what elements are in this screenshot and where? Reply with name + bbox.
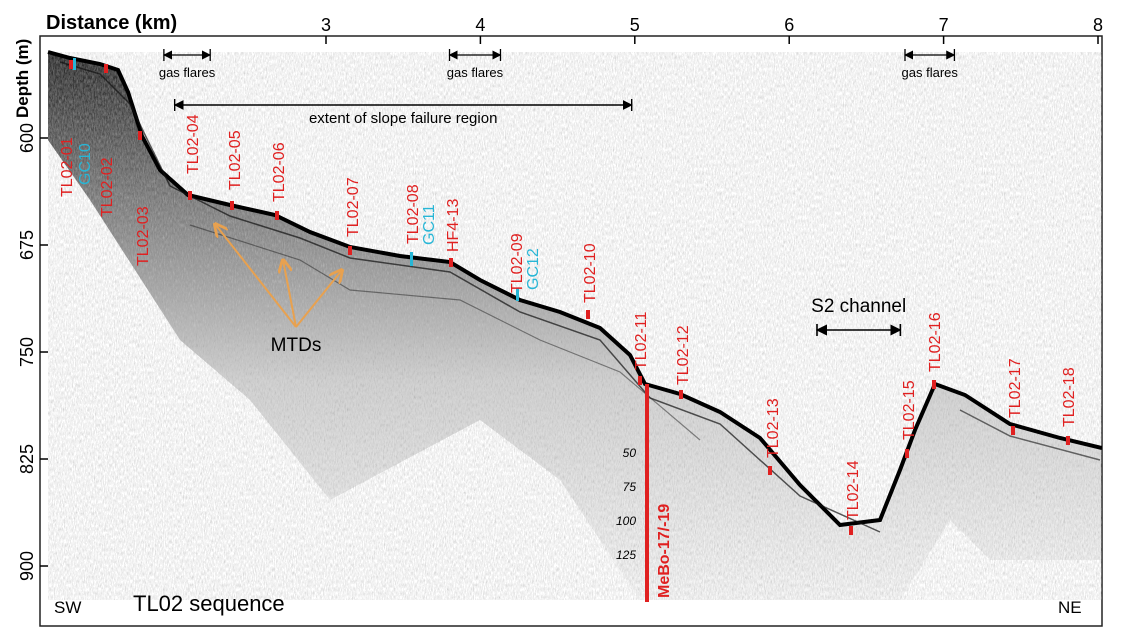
y-axis-ticks: 600 675 750 825 900 <box>17 123 48 581</box>
x-axis-title: Distance (km) <box>46 12 177 34</box>
gas-flare-annotations: gas flares gas flares gas flares <box>159 49 959 80</box>
core-label: HF4-13 <box>445 199 462 252</box>
slope-failure-extent: extent of slope failure region <box>173 99 633 127</box>
s2-channel-label: S2 channel <box>811 296 906 317</box>
s2-channel-annotation: S2 channel <box>811 296 906 336</box>
y-tick-label: 675 <box>17 230 37 260</box>
y-axis-title: Depth (m) <box>13 39 32 118</box>
mebo-drill-core: MeBo-17/-19 50 75 100 125 <box>616 384 673 602</box>
core-label: GC11 <box>421 204 438 245</box>
core-label: TL02-11 <box>633 311 650 370</box>
core-label: TL02-09 <box>509 233 526 293</box>
core-labels: TL02-01 GC10 TL02-02 TL02-03 TL02-04 TL0… <box>59 114 1078 520</box>
direction-sw-label: SW <box>54 598 81 617</box>
core-label: TL02-13 <box>765 398 782 458</box>
mebo-depth-tick: 50 <box>623 446 637 460</box>
x-tick-label: 7 <box>939 15 949 35</box>
core-label: TL02-15 <box>901 380 918 440</box>
gas-flare-label: gas flares <box>902 65 959 80</box>
core-label: TL02-12 <box>675 325 692 385</box>
seismic-section <box>47 50 1102 600</box>
y-tick-label: 750 <box>17 337 37 367</box>
core-label: TL02-04 <box>185 114 202 174</box>
x-tick-label: 6 <box>784 15 794 35</box>
gas-flare-label: gas flares <box>447 65 504 80</box>
core-label: TL02-14 <box>845 460 862 520</box>
x-axis-ticks: 3 4 5 6 7 8 <box>321 15 1103 44</box>
x-tick-label: 5 <box>630 15 640 35</box>
direction-ne-label: NE <box>1058 598 1082 617</box>
core-label: TL02-01 <box>59 137 76 197</box>
y-tick-label: 900 <box>17 551 37 581</box>
y-tick-label: 600 <box>17 123 37 153</box>
gas-flare-label: gas flares <box>159 65 216 80</box>
core-label: TL02-07 <box>345 177 362 237</box>
core-label: TL02-16 <box>927 312 944 372</box>
x-tick-label: 4 <box>475 15 485 35</box>
core-label: GC10 <box>77 143 94 185</box>
seafloor-reflector <box>47 50 1102 528</box>
mtd-annotation: MTDs <box>215 224 342 356</box>
core-label: TL02-10 <box>582 243 599 303</box>
slope-failure-label: extent of slope failure region <box>309 110 497 127</box>
core-label: TL02-17 <box>1007 358 1024 418</box>
core-site-markers <box>69 58 1070 535</box>
sequence-label: TL02 sequence <box>133 591 285 616</box>
core-label: TL02-05 <box>227 130 244 190</box>
mebo-label: MeBo-17/-19 <box>656 504 673 598</box>
mebo-depth-tick: 75 <box>623 480 637 494</box>
mebo-depth-tick: 125 <box>616 548 636 562</box>
core-label: TL02-08 <box>405 184 422 244</box>
x-tick-label: 8 <box>1093 15 1103 35</box>
core-label: TL02-02 <box>99 157 116 217</box>
core-label: TL02-03 <box>135 206 152 266</box>
mtd-label: MTDs <box>271 335 322 356</box>
x-tick-label: 3 <box>321 15 331 35</box>
y-tick-label: 825 <box>17 444 37 474</box>
core-label: TL02-18 <box>1061 367 1078 427</box>
core-label: GC12 <box>525 248 542 290</box>
mebo-depth-tick: 100 <box>616 514 636 528</box>
core-label: TL02-06 <box>271 142 288 202</box>
